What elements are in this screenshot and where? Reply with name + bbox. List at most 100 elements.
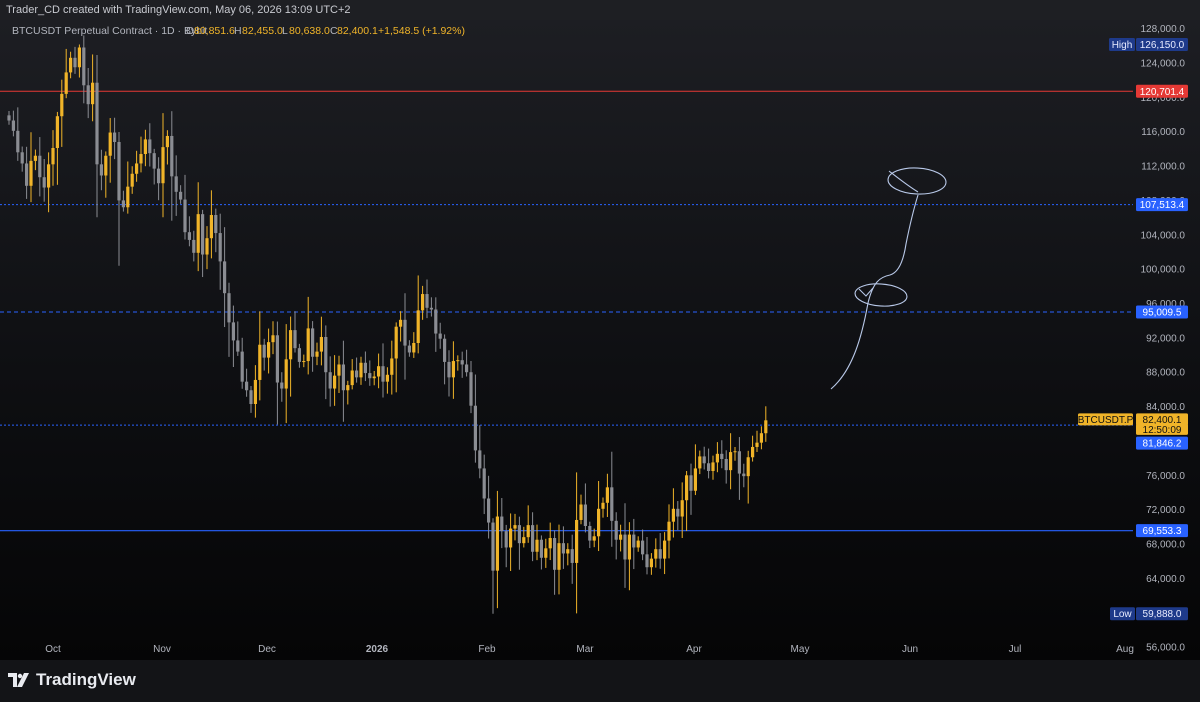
candle-body[interactable] xyxy=(473,405,477,451)
candle-body[interactable] xyxy=(751,446,755,458)
candle-body[interactable] xyxy=(693,468,697,491)
candle-body[interactable] xyxy=(553,538,557,570)
candle-body[interactable] xyxy=(47,164,51,188)
candle-body[interactable] xyxy=(104,155,108,176)
candle-body[interactable] xyxy=(742,473,746,477)
candle-body[interactable] xyxy=(359,362,363,378)
candle-body[interactable] xyxy=(469,372,473,406)
candle-body[interactable] xyxy=(262,344,266,358)
candle-body[interactable] xyxy=(535,539,539,552)
candle-body[interactable] xyxy=(363,362,367,374)
candle-body[interactable] xyxy=(707,463,711,472)
candle-body[interactable] xyxy=(214,215,218,234)
candle-body[interactable] xyxy=(641,540,645,555)
candle-body[interactable] xyxy=(25,163,29,186)
candle-body[interactable] xyxy=(500,516,504,532)
price-axis[interactable]: 56,000.060,000.064,000.068,000.072,000.0… xyxy=(1141,24,1186,654)
candle-body[interactable] xyxy=(627,534,631,560)
candle-body[interactable] xyxy=(579,504,583,520)
candle-body[interactable] xyxy=(755,442,759,447)
candle-body[interactable] xyxy=(372,376,376,379)
candle-body[interactable] xyxy=(399,319,403,327)
candle-body[interactable] xyxy=(196,214,200,253)
projection-arrow-path[interactable] xyxy=(830,194,919,390)
candle-body[interactable] xyxy=(275,335,279,383)
candle-body[interactable] xyxy=(148,139,152,154)
candle-body[interactable] xyxy=(135,163,139,174)
candle-body[interactable] xyxy=(689,475,693,491)
candle-body[interactable] xyxy=(429,307,433,310)
candle-body[interactable] xyxy=(253,379,257,404)
candle-body[interactable] xyxy=(306,328,310,362)
candle-body[interactable] xyxy=(509,528,513,548)
candle-body[interactable] xyxy=(685,475,689,501)
candle-body[interactable] xyxy=(341,364,345,391)
candle-body[interactable] xyxy=(583,504,587,526)
candle-body[interactable] xyxy=(108,132,112,156)
candle-body[interactable] xyxy=(434,309,438,334)
candle-body[interactable] xyxy=(143,139,147,155)
candle-body[interactable] xyxy=(575,519,579,563)
candle-body[interactable] xyxy=(174,176,178,192)
candle-body[interactable] xyxy=(99,164,103,176)
candle-body[interactable] xyxy=(55,116,59,148)
candle-body[interactable] xyxy=(465,364,469,373)
candle-body[interactable] xyxy=(16,130,20,153)
candle-body[interactable] xyxy=(526,525,530,538)
candle-body[interactable] xyxy=(733,451,737,453)
candle-body[interactable] xyxy=(377,366,381,377)
candle-body[interactable] xyxy=(333,375,337,389)
candle-body[interactable] xyxy=(293,330,297,349)
candle-body[interactable] xyxy=(73,57,77,68)
candle-body[interactable] xyxy=(139,154,143,164)
candle-body[interactable] xyxy=(297,348,301,362)
candle-body[interactable] xyxy=(157,168,161,184)
candle-body[interactable] xyxy=(328,372,332,389)
candle-body[interactable] xyxy=(86,85,90,105)
candle-body[interactable] xyxy=(623,534,627,560)
candle-body[interactable] xyxy=(130,173,134,187)
candle-body[interactable] xyxy=(11,120,15,131)
candle-body[interactable] xyxy=(223,261,227,294)
candle-body[interactable] xyxy=(38,155,42,178)
circle-level-95009[interactable] xyxy=(854,282,908,308)
candle-body[interactable] xyxy=(117,141,121,201)
candle-body[interactable] xyxy=(29,160,33,186)
candle-body[interactable] xyxy=(412,343,416,353)
candle-body[interactable] xyxy=(557,543,561,570)
candle-body[interactable] xyxy=(165,135,169,148)
candle-body[interactable] xyxy=(350,370,354,386)
candle-body[interactable] xyxy=(7,115,11,121)
candle-body[interactable] xyxy=(649,558,653,568)
candle-body[interactable] xyxy=(218,233,222,262)
candle-body[interactable] xyxy=(91,82,95,105)
tradingview-logo[interactable]: TradingView xyxy=(8,670,136,690)
candle-body[interactable] xyxy=(495,516,499,571)
candle-body[interactable] xyxy=(170,135,174,177)
candle-body[interactable] xyxy=(504,531,508,548)
candle-body[interactable] xyxy=(447,361,451,378)
candle-body[interactable] xyxy=(319,336,323,352)
candle-body[interactable] xyxy=(42,177,46,188)
candle-body[interactable] xyxy=(280,382,284,389)
candle-body[interactable] xyxy=(729,452,733,471)
candle-body[interactable] xyxy=(368,373,372,379)
candle-body[interactable] xyxy=(720,453,724,459)
candle-body[interactable] xyxy=(258,344,262,380)
candle-body[interactable] xyxy=(394,326,398,359)
candle-body[interactable] xyxy=(267,342,271,358)
candle-body[interactable] xyxy=(676,508,680,517)
candle-body[interactable] xyxy=(654,549,658,559)
candle-body[interactable] xyxy=(517,525,521,544)
candle-body[interactable] xyxy=(390,358,394,375)
candle-body[interactable] xyxy=(632,534,636,548)
candle-body[interactable] xyxy=(284,359,288,389)
candle-body[interactable] xyxy=(671,508,675,522)
candle-body[interactable] xyxy=(381,366,385,382)
candle-body[interactable] xyxy=(487,498,491,523)
candle-body[interactable] xyxy=(658,549,662,559)
candle-body[interactable] xyxy=(249,390,253,404)
candle-body[interactable] xyxy=(152,153,156,169)
candle-body[interactable] xyxy=(451,361,455,378)
candle-body[interactable] xyxy=(698,456,702,469)
